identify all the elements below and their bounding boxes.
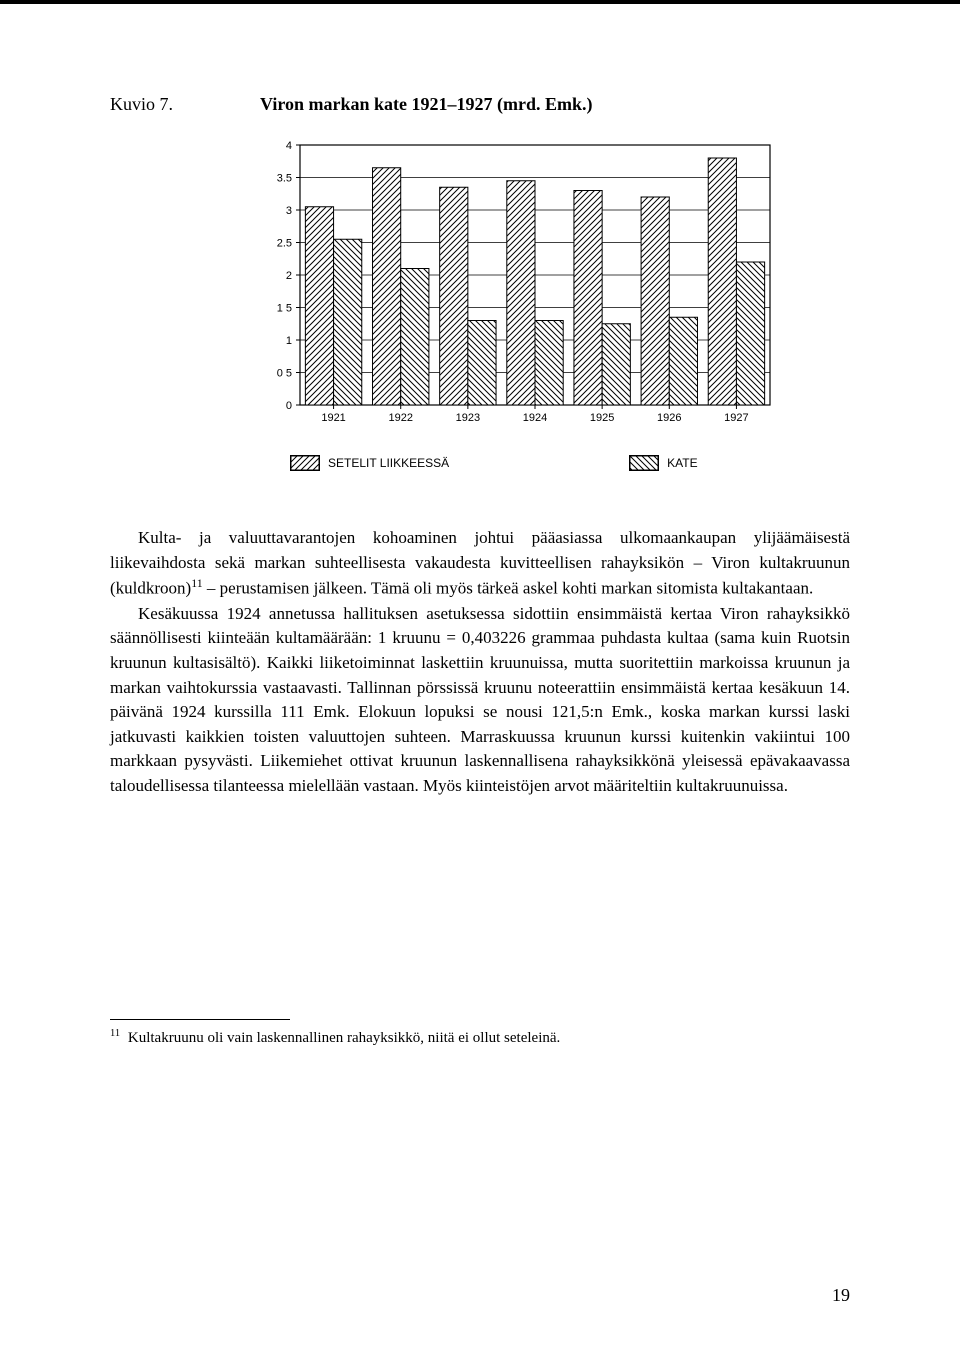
figure-title: Viron markan kate 1921–1927 (mrd. Emk.): [260, 94, 593, 115]
svg-text:3.5: 3.5: [277, 173, 292, 185]
footnote-text: Kultakruunu oli vain laskennallinen raha…: [128, 1030, 560, 1046]
svg-text:4: 4: [286, 140, 292, 152]
legend-item-setelit: SETELIT LIIKKEESSÄ: [290, 455, 449, 471]
legend-label: SETELIT LIIKKEESSÄ: [328, 456, 449, 470]
svg-text:1921: 1921: [321, 412, 345, 424]
svg-text:1926: 1926: [657, 412, 681, 424]
svg-text:1927: 1927: [724, 412, 748, 424]
svg-text:3: 3: [286, 205, 292, 217]
svg-text:2.5: 2.5: [277, 238, 292, 250]
paragraph-2: Kesäkuussa 1924 annetussa hallituksen as…: [110, 602, 850, 799]
footnote-rule: [110, 1019, 290, 1020]
figure-label: Kuvio 7.: [110, 94, 260, 115]
page: Kuvio 7. Viron markan kate 1921–1927 (mr…: [0, 0, 960, 1356]
page-number: 19: [832, 1285, 850, 1306]
chart-legend: SETELIT LIIKKEESSÄ KATE: [290, 455, 850, 471]
paragraph-1: Kulta- ja valuuttavarantojen kohoaminen …: [110, 526, 850, 602]
svg-text:0: 0: [286, 400, 292, 412]
svg-text:1924: 1924: [523, 412, 547, 424]
footnote-marker: 11: [110, 1028, 120, 1039]
content-area: Kuvio 7. Viron markan kate 1921–1927 (mr…: [0, 4, 960, 1047]
svg-text:1: 1: [286, 335, 292, 347]
bar-chart: 0 0 5 1 1 5 2 2.5 3 3.5 4 1921 1922 1923 1924 1925 192…: [260, 135, 780, 435]
legend-swatch-diag-right: [290, 455, 320, 471]
legend-item-kate: KATE: [629, 455, 697, 471]
body-text: Kulta- ja valuuttavarantojen kohoaminen …: [110, 526, 850, 799]
chart-container: 0 0 5 1 1 5 2 2.5 3 3.5 4 1921 1922 1923 1924 1925 192…: [260, 135, 850, 435]
footnote: 11 Kultakruunu oli vain laskennallinen r…: [110, 1028, 850, 1047]
svg-text:1 5: 1 5: [277, 303, 292, 315]
legend-label: KATE: [667, 456, 697, 470]
svg-text:1923: 1923: [456, 412, 480, 424]
legend-swatch-diag-left: [629, 455, 659, 471]
svg-text:2: 2: [286, 270, 292, 282]
svg-text:1922: 1922: [388, 412, 412, 424]
svg-text:0 5: 0 5: [277, 368, 292, 380]
svg-text:1925: 1925: [590, 412, 614, 424]
figure-header: Kuvio 7. Viron markan kate 1921–1927 (mr…: [110, 94, 850, 115]
